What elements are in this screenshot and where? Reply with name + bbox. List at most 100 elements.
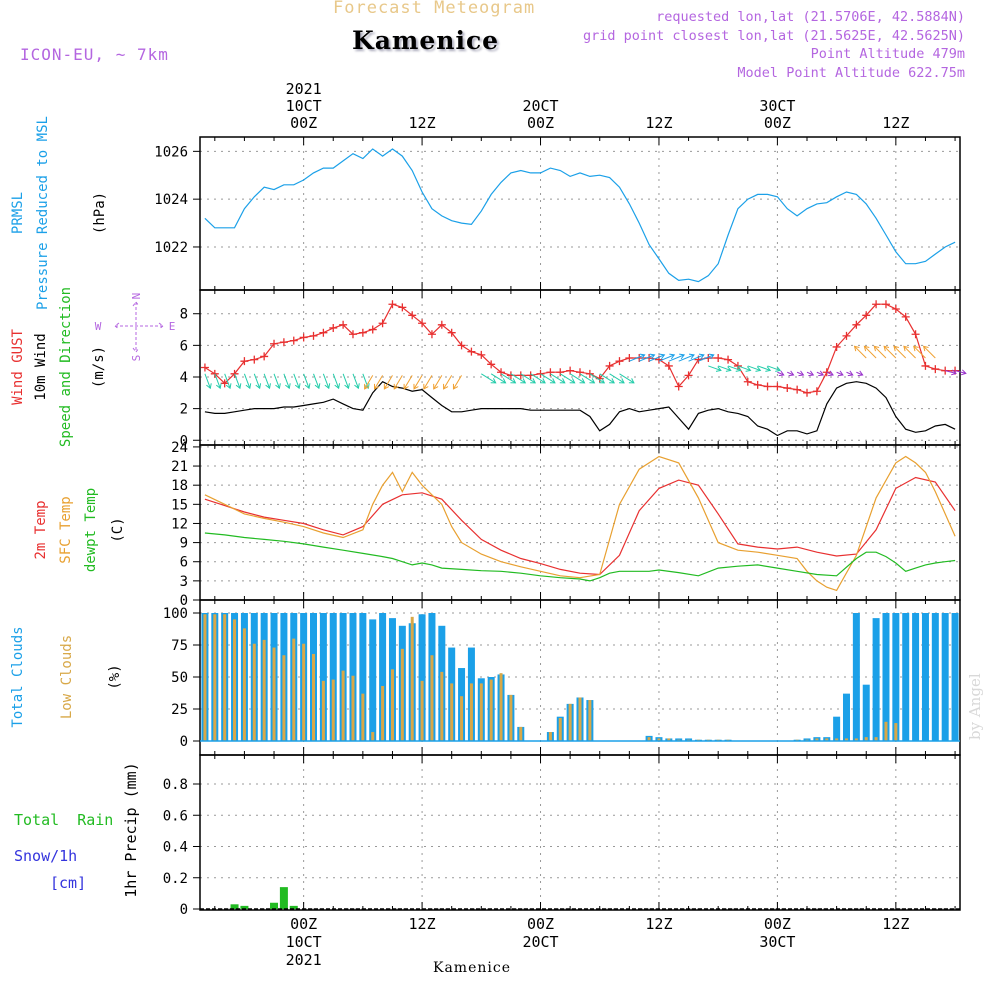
low-cloud-bar <box>351 675 355 741</box>
bottom-time-label: 00Z <box>527 915 554 933</box>
low-cloud-bar <box>874 737 878 741</box>
wind-arrow <box>816 371 824 376</box>
wind-arrowhead <box>599 378 606 384</box>
top-time-label: 12Z <box>409 114 436 132</box>
wind-arrow <box>214 373 221 389</box>
wind-arrowhead <box>745 366 752 372</box>
wind-labels-text: (m/s) <box>91 346 107 388</box>
temp-ytick-label: 9 <box>180 536 188 552</box>
total-cloud-bar <box>921 613 929 741</box>
grid-point-coords: grid point closest lon,lat (21.5625E, 42… <box>582 28 965 44</box>
wind-arrowhead <box>275 383 281 390</box>
wind-arrow <box>530 373 546 384</box>
temp-labels-text: SFC Temp <box>58 496 74 563</box>
top-time-label: 12Z <box>882 114 909 132</box>
pressure-frame <box>199 136 961 291</box>
wind-arrow <box>954 370 966 374</box>
wind-arrowhead <box>540 378 546 384</box>
temp-ytick-label: 0 <box>180 593 188 609</box>
gust-point <box>457 341 466 350</box>
gust-point <box>911 330 920 339</box>
clouds-ytick-label: 25 <box>171 702 188 718</box>
cloud-labels-text: Low Clouds <box>59 635 75 719</box>
wind-arrow <box>263 373 271 389</box>
gust-point <box>200 363 209 372</box>
total-cloud-bar <box>882 613 890 741</box>
pressure-labels-text: Pressure Reduced to MSL <box>35 116 51 310</box>
wind-arrow <box>433 375 443 390</box>
gust-point <box>398 303 407 312</box>
low-cloud-bar <box>884 721 888 741</box>
cloud-bars <box>200 613 960 742</box>
gust-point <box>220 379 229 388</box>
gust-point <box>250 355 259 364</box>
wind-arrowhead <box>423 383 429 390</box>
precip-axis-label-text: 1hr Precip (mm) <box>122 762 140 897</box>
gust-point <box>862 311 871 320</box>
wind-arrowhead <box>659 353 666 360</box>
gust-point <box>408 311 417 320</box>
low-cloud-bar <box>341 670 345 741</box>
wind-arrow <box>648 354 665 362</box>
clouds-ytick-label: 0 <box>180 734 188 750</box>
wind-arrow <box>413 375 423 390</box>
wind-arrowhead <box>725 366 732 372</box>
wind-arrow <box>796 371 804 376</box>
bottom-time-label: 00Z <box>764 915 791 933</box>
gust-point <box>289 336 298 345</box>
wind-arrowhead <box>775 366 782 372</box>
total-cloud-bar <box>852 613 860 741</box>
wind-arrowhead <box>863 345 870 352</box>
wind-arrowhead <box>922 345 929 352</box>
bottom-time-label: 12Z <box>645 915 672 933</box>
wind-arrowhead <box>857 370 864 377</box>
gust-point <box>733 361 742 370</box>
wind-arrow <box>945 370 957 374</box>
wind-arrow <box>923 345 936 359</box>
wind-arrowhead <box>443 383 449 390</box>
low-cloud-bar <box>371 732 375 741</box>
wind-arrowhead <box>639 353 646 360</box>
rain-bar <box>240 905 249 909</box>
wind-arrow <box>481 373 496 384</box>
low-cloud-bar <box>390 669 394 741</box>
snow-unit-label: [cm] <box>50 874 86 892</box>
top-time-label: 20CT <box>522 97 558 115</box>
gust-point <box>437 320 446 329</box>
wind-arrow <box>846 371 853 376</box>
gust-point <box>724 355 733 364</box>
precip-ytick-label: 0.4 <box>163 840 188 856</box>
temp-series-2m-temp <box>204 476 956 576</box>
gust-point <box>605 361 614 370</box>
wind-arrowhead <box>530 378 537 384</box>
low-cloud-bar <box>568 703 572 741</box>
wind-arrow <box>243 373 251 389</box>
wind-arrow <box>443 375 453 390</box>
low-cloud-bar <box>282 655 286 741</box>
wind-arrow <box>668 354 685 362</box>
total-cloud-bar <box>379 613 387 741</box>
total-cloud-bar <box>902 613 910 741</box>
gust-point <box>487 360 496 369</box>
wind-arrow <box>283 373 290 389</box>
wind-arrow <box>234 373 241 389</box>
wind-arrow <box>629 354 645 362</box>
top-time-label: 00Z <box>764 114 791 132</box>
cloud-labels-text: Total Clouds <box>10 626 26 727</box>
low-cloud-bar <box>321 680 325 741</box>
wind-arrow <box>204 373 211 389</box>
temp-series-dewpt-temp <box>204 532 956 582</box>
wind-arrowhead <box>708 353 715 360</box>
rain-label: Total Rain <box>14 811 113 829</box>
low-cloud-bar <box>647 737 651 741</box>
wind-arrow <box>903 345 916 359</box>
gust-point <box>388 300 397 309</box>
wind-arrow <box>273 373 280 389</box>
low-cloud-bar <box>223 614 227 741</box>
low-cloud-bar <box>815 738 819 741</box>
gust-point <box>872 300 881 309</box>
wind-arrowhead <box>579 378 586 384</box>
low-cloud-bar <box>499 673 503 741</box>
wind-arrow <box>826 371 834 376</box>
temp-ytick-label: 18 <box>171 478 188 494</box>
